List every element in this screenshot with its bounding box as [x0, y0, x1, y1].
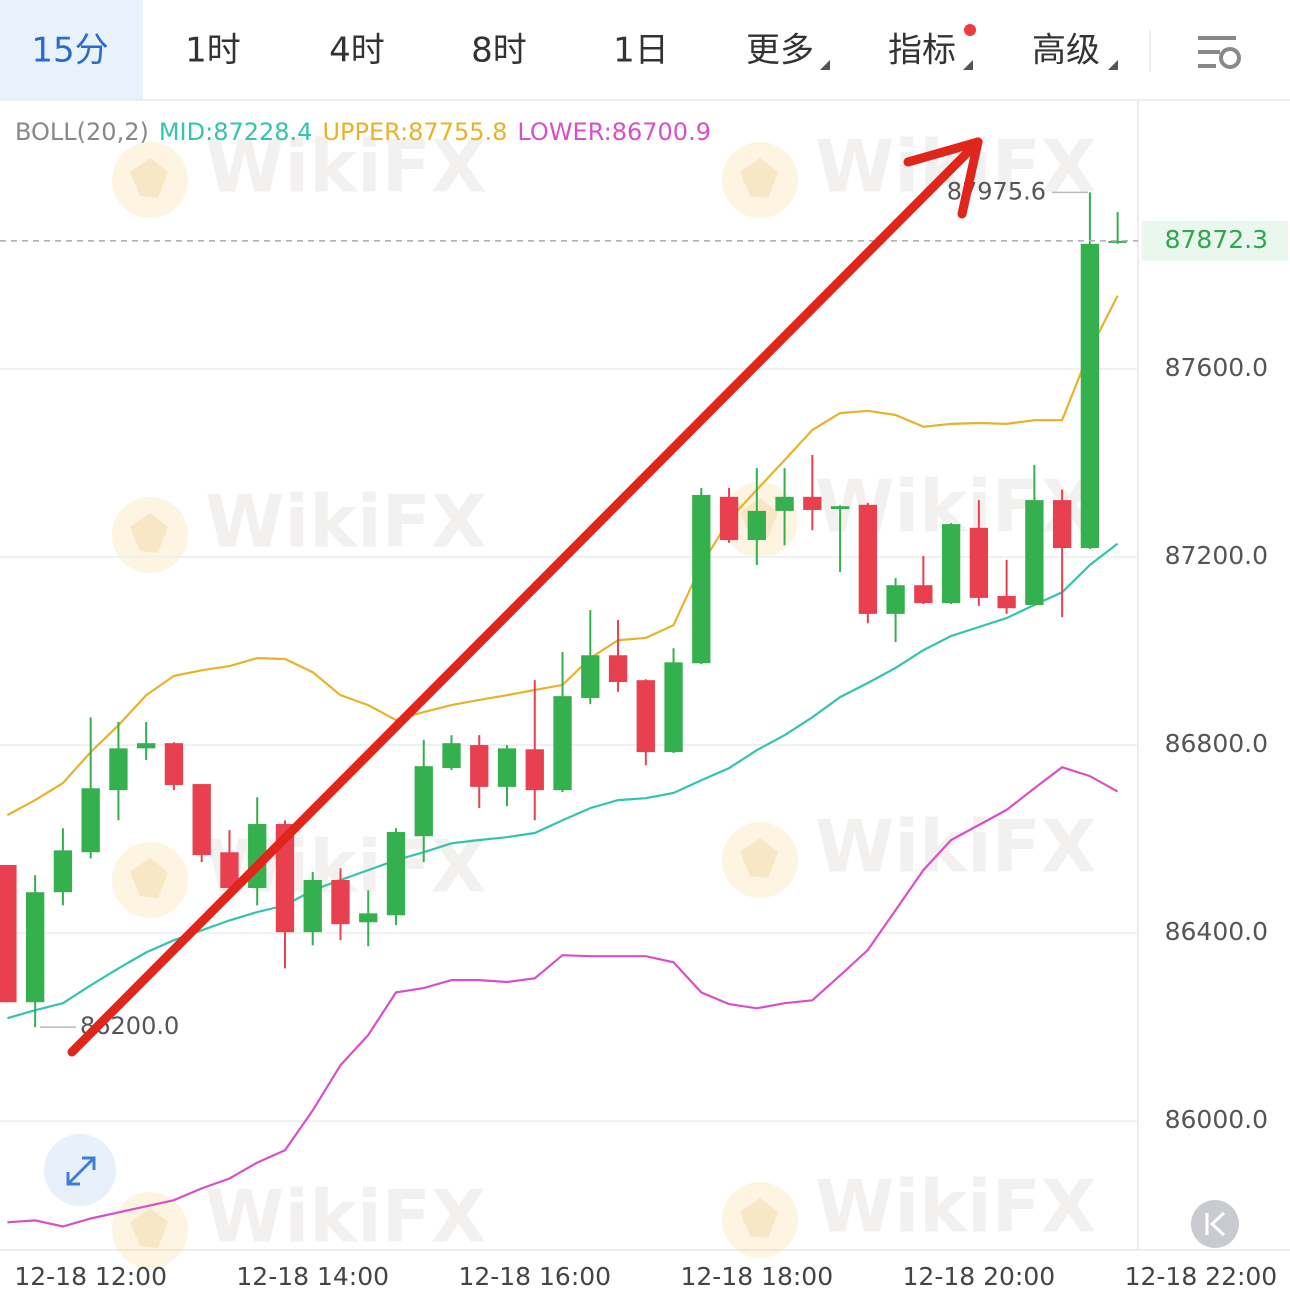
candle-body — [1108, 240, 1127, 243]
tab[interactable]: 更多 — [746, 31, 814, 71]
candle-body — [747, 510, 766, 541]
boll-line — [7, 765, 1119, 1228]
candle-body — [525, 749, 544, 791]
x-tick-label: 12-18 14:00 — [236, 1262, 389, 1291]
candle-body — [719, 496, 739, 541]
legend-entry: MID:87228.4 — [159, 118, 313, 146]
legend-indicator: BOLL(20,2) — [15, 118, 149, 146]
candle-body — [803, 496, 822, 510]
tab[interactable]: 4时 — [329, 31, 385, 71]
candle-body — [608, 655, 628, 683]
candle-body — [414, 766, 433, 837]
candle-body — [581, 655, 600, 699]
back-button[interactable] — [1191, 1200, 1239, 1248]
last-price-bg — [1142, 220, 1288, 261]
candle-body — [470, 745, 489, 787]
y-tick-label: 86800.0 — [1165, 729, 1268, 758]
candle-body — [1052, 500, 1072, 549]
candle-body — [0, 864, 17, 1003]
tab[interactable]: 1日 — [613, 31, 669, 71]
x-tick-label: 12-18 22:00 — [1125, 1262, 1278, 1291]
watermark-text: WikiFX — [205, 125, 486, 209]
legend-entry: LOWER:86700.9 — [517, 118, 711, 146]
candle-body — [497, 748, 517, 787]
candle-body — [331, 879, 350, 925]
tab[interactable]: 15分 — [31, 31, 108, 71]
watermark-text: WikiFX — [815, 805, 1096, 889]
candle-body — [941, 524, 961, 604]
watermark-text: WikiFX — [205, 1175, 486, 1259]
x-tick-label: 12-18 20:00 — [903, 1262, 1056, 1291]
watermark-text: WikiFX — [815, 1165, 1096, 1249]
settings-icon[interactable] — [1198, 36, 1241, 69]
y-tick-label: 87600.0 — [1165, 353, 1268, 382]
candle-body — [303, 879, 322, 933]
candle-body — [969, 527, 989, 598]
watermark-logo — [722, 142, 798, 218]
candle-body — [53, 850, 73, 893]
x-tick-label: 12-18 18:00 — [680, 1262, 833, 1291]
candle-body — [81, 788, 100, 853]
candle-body — [664, 662, 683, 753]
legend-entry: UPPER:87755.8 — [322, 118, 507, 146]
watermark-logo — [112, 1192, 188, 1268]
tab[interactable]: 8时 — [471, 31, 527, 71]
tab[interactable]: 1时 — [185, 31, 241, 71]
watermark-text: WikiFX — [205, 480, 486, 564]
x-tick-label: 12-18 16:00 — [458, 1262, 611, 1291]
candle-body — [886, 585, 905, 614]
candle-body — [220, 852, 239, 888]
candle-body — [164, 743, 184, 786]
candle-body — [858, 504, 878, 614]
candle-body — [553, 696, 572, 791]
candle-body — [1080, 243, 1100, 549]
legend: BOLL(20,2) MID:87228.4 UPPER:87755.8 LOWER:… — [15, 118, 711, 146]
trend-arrow — [67, 137, 983, 1057]
candle-body — [1025, 500, 1044, 605]
watermark-logo — [112, 842, 188, 918]
candle-body — [830, 506, 850, 510]
y-tick-label: 86000.0 — [1165, 1105, 1268, 1134]
tab-bar — [0, 0, 1290, 100]
expand-button[interactable] — [44, 1134, 116, 1206]
candle-body — [192, 784, 211, 856]
candles — [0, 192, 1127, 1028]
watermark-logo — [112, 497, 188, 573]
candle-body — [109, 748, 128, 791]
candle-body — [359, 913, 378, 923]
y-tick-label: 86400.0 — [1165, 917, 1268, 946]
badge-dot — [964, 24, 976, 36]
candle-body — [442, 743, 461, 769]
candle-body — [25, 892, 45, 1003]
candle-body — [914, 585, 933, 604]
watermark-logo — [112, 142, 188, 218]
watermark-logo — [722, 822, 798, 898]
candle-body — [386, 832, 406, 916]
watermark-logo — [722, 1182, 798, 1258]
y-tick-label: 87200.0 — [1165, 541, 1268, 570]
candle-body — [692, 494, 711, 664]
tab[interactable]: 高级 — [1032, 31, 1100, 71]
candle-body — [997, 596, 1016, 609]
candle-body — [275, 824, 295, 933]
x-tick-label: 12-18 12:00 — [14, 1262, 167, 1291]
candle-body — [137, 743, 156, 749]
tab-arrows — [820, 60, 1118, 70]
candle-body — [636, 680, 655, 753]
candle-body — [775, 496, 794, 511]
tab[interactable]: 指标 — [888, 31, 956, 71]
tab-active-bg — [0, 0, 143, 100]
last-price-label: 87872.3 — [1165, 225, 1268, 254]
